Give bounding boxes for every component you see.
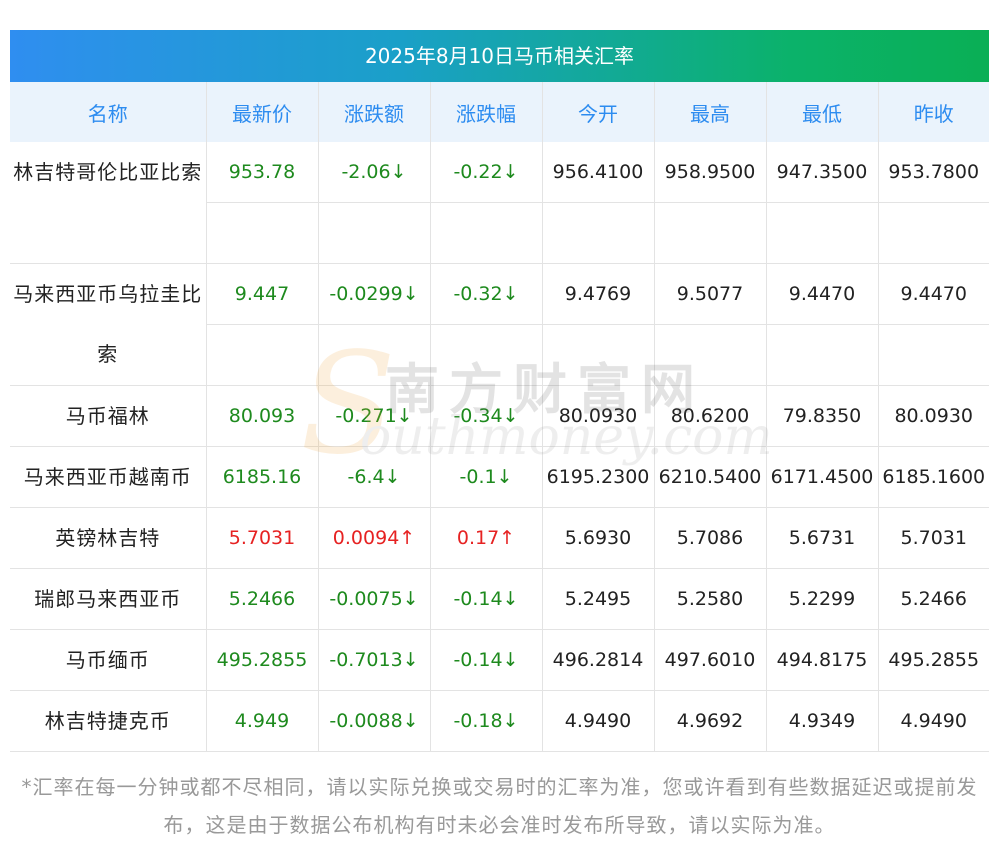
cell-change-pct: -0.32↓ [430,263,543,386]
table-row: 林吉特捷克币 4.949 -0.0088↓ -0.18↓ 4.9490 4.9692 4.9… [10,690,989,752]
cell-prev-close: 80.0930 [878,385,989,447]
cell-currency-pair: 马币福林 [10,385,207,447]
cell-currency-pair: 英镑林吉特 [10,507,207,569]
cell-change-pct-value: -0.32↓ [430,264,542,325]
cell-high: 4.9692 [654,690,767,752]
cell-latest: 5.2466 [206,568,319,630]
table-row: 马来西亚币乌拉圭比索 9.447 -0.0299↓ -0.32↓ 9.4769 9.507… [10,263,989,386]
disclaimer-note: *汇率在每一分钟或都不尽相同，请以实际兑换或交易时的汇率为准，您或许看到有些数据… [21,775,978,837]
table-row: 瑞郎马来西亚币 5.2466 -0.0075↓ -0.14↓ 5.2495 5.2580 5… [10,568,989,630]
header-latest: 最新价 [206,82,319,142]
cell-latest-value: 9.447 [206,264,318,325]
table-title: 2025年8月10日马币相关汇率 [10,30,989,82]
cell-prev-close-value: 953.7800 [878,142,989,203]
cell-change: -0.0299↓ [318,263,431,386]
table-row: 英镑林吉特 5.7031 0.0094↑ 0.17↑ 5.6930 5.7086 5.673… [10,507,989,569]
cell-latest: 6185.16 [206,446,319,508]
cell-high: 5.7086 [654,507,767,569]
cell-open-value: 956.4100 [542,142,654,203]
table-row: 马币缅币 495.2855 -0.7013↓ -0.14↓ 496.2814 497.60… [10,629,989,691]
cell-high: 958.9500 [654,142,767,264]
cell-low: 494.8175 [766,629,879,691]
header-change: 涨跌额 [318,82,431,142]
cell-open: 80.0930 [542,385,655,447]
cell-change: -2.06↓ [318,142,431,264]
cell-low: 9.4470 [766,263,879,386]
cell-change: 0.0094↑ [318,507,431,569]
cell-currency-pair: 林吉特捷克币 [10,690,207,752]
header-low: 最低 [766,82,879,142]
cell-open: 6195.2300 [542,446,655,508]
cell-prev-close: 953.7800 [878,142,989,264]
cell-high: 6210.5400 [654,446,767,508]
cell-high-value: 9.5077 [654,264,766,325]
cell-change-pct: -0.22↓ [430,142,543,264]
cell-prev-close-value: 9.4470 [878,264,989,325]
cell-change-value: -2.06↓ [318,142,430,203]
rate-table-container: 2025年8月10日马币相关汇率 名称 最新价 涨跌额 涨跌幅 今开 最高 最低… [10,30,989,752]
cell-change-pct: -0.18↓ [430,690,543,752]
cell-latest: 4.949 [206,690,319,752]
cell-prev-close: 495.2855 [878,629,989,691]
cell-change-pct: 0.17↑ [430,507,543,569]
cell-low: 79.8350 [766,385,879,447]
header-prev-close: 昨收 [878,82,989,142]
cell-latest: 953.78 [206,142,319,264]
table-row: 马币福林 80.093 -0.271↓ -0.34↓ 80.0930 80.6200 79.… [10,385,989,447]
cell-currency-pair: 林吉特哥伦比亚比索 [10,142,207,264]
cell-change-pct: -0.34↓ [430,385,543,447]
cell-change: -0.0075↓ [318,568,431,630]
cell-open: 4.9490 [542,690,655,752]
cell-currency-pair: 马来西亚币越南币 [10,446,207,508]
table-header-row: 名称 最新价 涨跌额 涨跌幅 今开 最高 最低 昨收 [10,82,989,142]
cell-high-value: 958.9500 [654,142,766,203]
cell-change-pct-value: -0.22↓ [430,142,542,203]
cell-prev-close: 6185.1600 [878,446,989,508]
cell-prev-close: 5.7031 [878,507,989,569]
cell-high: 80.6200 [654,385,767,447]
table-row: 马来西亚币越南币 6185.16 -6.4↓ -0.1↓ 6195.2300 6210.5… [10,446,989,508]
header-name: 名称 [10,82,207,142]
cell-latest-value: 953.78 [206,142,318,203]
cell-latest: 5.7031 [206,507,319,569]
cell-open: 956.4100 [542,142,655,264]
table-row: 林吉特哥伦比亚比索 953.78 -2.06↓ -0.22↓ 956.4100 958.9… [10,142,989,264]
header-high: 最高 [654,82,767,142]
cell-open: 5.2495 [542,568,655,630]
cell-currency-pair: 马币缅币 [10,629,207,691]
cell-high: 497.6010 [654,629,767,691]
cell-low-value: 947.3500 [766,142,878,203]
cell-low-value: 9.4470 [766,264,878,325]
header-open: 今开 [542,82,655,142]
cell-open-value: 9.4769 [542,264,654,325]
cell-latest: 495.2855 [206,629,319,691]
cell-change: -0.7013↓ [318,629,431,691]
cell-change-pct: -0.14↓ [430,568,543,630]
cell-open: 5.6930 [542,507,655,569]
cell-prev-close: 9.4470 [878,263,989,386]
header-change-pct: 涨跌幅 [430,82,543,142]
cell-change-pct: -0.14↓ [430,629,543,691]
cell-open: 9.4769 [542,263,655,386]
cell-currency-pair: 马来西亚币乌拉圭比索 [10,263,207,386]
cell-low: 5.6731 [766,507,879,569]
cell-change-pct: -0.1↓ [430,446,543,508]
exchange-rate-table: 名称 最新价 涨跌额 涨跌幅 今开 最高 最低 昨收 林吉特哥伦比亚比索 953.… [10,82,989,752]
cell-prev-close: 5.2466 [878,568,989,630]
cell-change: -0.0088↓ [318,690,431,752]
cell-latest: 80.093 [206,385,319,447]
cell-low: 5.2299 [766,568,879,630]
cell-prev-close: 4.9490 [878,690,989,752]
cell-low: 6171.4500 [766,446,879,508]
cell-low: 947.3500 [766,142,879,264]
cell-change-value: -0.0299↓ [318,264,430,325]
cell-change: -6.4↓ [318,446,431,508]
cell-change: -0.271↓ [318,385,431,447]
cell-low: 4.9349 [766,690,879,752]
cell-currency-pair: 瑞郎马来西亚币 [10,568,207,630]
cell-open: 496.2814 [542,629,655,691]
cell-latest: 9.447 [206,263,319,386]
cell-high: 9.5077 [654,263,767,386]
cell-high: 5.2580 [654,568,767,630]
